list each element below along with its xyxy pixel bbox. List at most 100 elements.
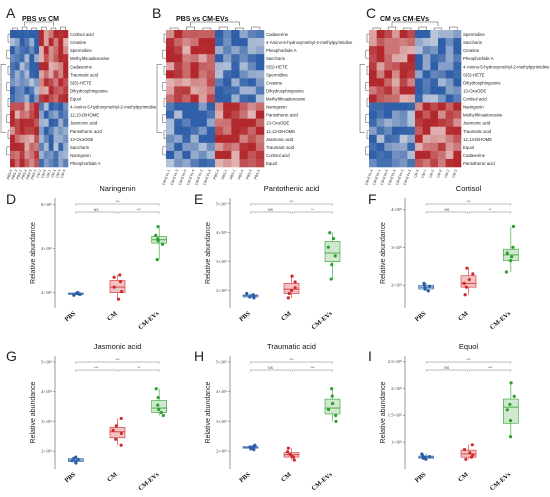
heatmap-row-label: 12,13-DiHOME xyxy=(463,137,492,142)
heatmap-cell xyxy=(231,38,240,47)
heatmap-col-label: CM-6 xyxy=(436,169,443,179)
heatmap-cell xyxy=(369,86,377,95)
heatmap-cell xyxy=(174,118,183,128)
heatmap-cell xyxy=(198,94,208,103)
significance-bracket xyxy=(250,361,333,364)
heatmap-cell xyxy=(239,118,248,128)
significance-bracket xyxy=(469,369,512,372)
heatmap-col-label: CM-6 xyxy=(40,169,47,179)
heatmap-cell xyxy=(453,78,462,87)
row-dendrogram xyxy=(0,33,10,156)
heatmap-cell xyxy=(231,110,240,119)
heatmap-cell xyxy=(206,54,216,63)
x-tick-label: CM xyxy=(457,310,470,322)
heatmap-cell xyxy=(369,94,377,103)
heatmap-cell xyxy=(34,62,40,71)
data-point xyxy=(511,245,515,249)
heatmap-cell xyxy=(430,110,439,119)
dendrogram-branch xyxy=(169,27,179,30)
heatmap-cell xyxy=(239,142,248,152)
y-axis-label: Relative abundance xyxy=(30,381,37,443)
heatmap-cell xyxy=(24,118,30,128)
heatmap-cell xyxy=(415,118,423,128)
heatmap-cell xyxy=(190,118,199,128)
significance-bracket xyxy=(250,203,333,206)
heatmap-cell xyxy=(48,70,54,79)
significance-bracket xyxy=(75,211,117,214)
heatmap-cell xyxy=(174,70,183,79)
heatmap-cell xyxy=(407,86,416,95)
heatmap-cell xyxy=(215,54,224,63)
data-point xyxy=(119,443,123,447)
heatmap-cell xyxy=(34,30,40,39)
data-point xyxy=(114,424,118,428)
y-tick-label: 2×10⁵ xyxy=(216,288,227,293)
heatmap-cell xyxy=(239,38,248,47)
heatmap-cell xyxy=(247,86,257,95)
plot-title: Jasmonic acid xyxy=(94,342,142,351)
dendrogram-branch xyxy=(6,82,10,91)
heatmap-cell xyxy=(430,86,439,95)
box xyxy=(151,400,167,413)
heatmap-cell xyxy=(430,118,439,128)
dendrogram-branch xyxy=(163,98,166,107)
heatmap-cell xyxy=(174,86,183,95)
heatmap-cell xyxy=(206,78,216,87)
heatmap-title: PBS vs CM xyxy=(22,16,59,23)
heatmap-cell xyxy=(53,110,59,119)
heatmap-cell xyxy=(369,78,377,87)
heatmap-cell xyxy=(14,158,20,168)
boxplot-G: G Jasmonic acid Relative abundance 2×10⁵ 3×1… xyxy=(6,342,167,492)
heatmap-cell xyxy=(392,38,400,47)
data-point xyxy=(504,270,509,274)
heatmap-cell xyxy=(247,38,257,47)
dendrogram-branch xyxy=(251,26,261,30)
row-dendrogram xyxy=(156,33,166,156)
heatmap-col-label: CM-EVs-3 xyxy=(387,169,396,186)
heatmap-cell xyxy=(43,30,49,39)
data-point xyxy=(471,453,475,457)
heatmap-cell xyxy=(239,62,248,71)
heatmap-cell xyxy=(392,102,400,111)
box xyxy=(324,241,341,262)
heatmap-cell xyxy=(166,94,175,103)
heatmap-cell xyxy=(376,86,385,95)
heatmap-cell xyxy=(445,38,454,47)
boxplot-E: E Pantothenic acid Relative abundance 2×10⁵… xyxy=(194,184,341,331)
heatmap-cell xyxy=(58,118,64,128)
data-point xyxy=(112,275,116,279)
significance-label: *** xyxy=(115,358,120,362)
col-dendrogram xyxy=(169,21,261,30)
heatmap-cell xyxy=(445,86,454,95)
heatmap-cell xyxy=(53,158,59,168)
heatmap-row-label: Cortisol acid xyxy=(266,153,290,158)
heatmap-cell xyxy=(34,142,40,152)
dendrogram-branch xyxy=(31,27,37,30)
heatmap-cell xyxy=(63,134,69,144)
heatmap-cell xyxy=(422,62,431,71)
heatmap-cell xyxy=(43,46,49,55)
dendrogram-branch xyxy=(366,33,369,43)
heatmap-cell xyxy=(166,46,175,55)
heatmap-cell xyxy=(174,94,183,103)
heatmap-cell xyxy=(198,70,208,79)
x-tick-label: PBS xyxy=(414,471,428,484)
heatmap-row-label: Saccharin xyxy=(70,145,90,150)
heatmap-col-label: CM-1 xyxy=(45,169,52,179)
heatmap-cell xyxy=(174,78,183,87)
heatmap-cell xyxy=(190,134,199,144)
data-point xyxy=(329,277,333,281)
data-point xyxy=(510,255,514,259)
heatmap-cell xyxy=(190,30,199,39)
dendrogram-branch xyxy=(162,82,166,91)
heatmap-col-label: CM-EVs-2 xyxy=(395,169,404,186)
heatmap-cell xyxy=(166,54,175,63)
heatmap-cell xyxy=(215,62,224,71)
heatmap-cell xyxy=(10,134,16,144)
panel-letter: F xyxy=(368,191,377,207)
heatmap-cell xyxy=(198,62,208,71)
heatmap-cell xyxy=(198,46,208,55)
dendrogram-branch xyxy=(0,64,6,133)
box xyxy=(324,398,341,415)
dendrogram-branch xyxy=(186,26,195,30)
